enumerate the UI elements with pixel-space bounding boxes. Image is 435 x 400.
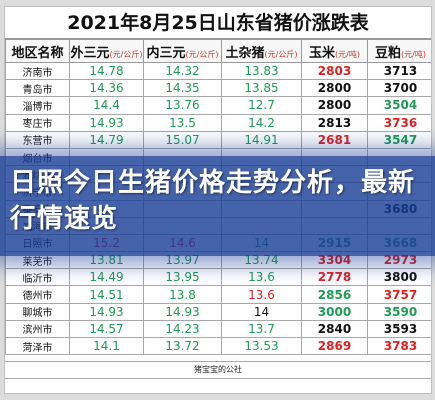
header-corn: 玉米(元/吨) xyxy=(301,39,368,63)
region-cell: 聊城市 xyxy=(5,302,70,321)
price-cell: 13.83 xyxy=(221,61,302,81)
sheet-footer: 猪宝宝的公社 xyxy=(5,361,431,379)
price-cell: 14.35 xyxy=(143,79,222,98)
price-cell: 13.95 xyxy=(143,268,222,287)
header-nei-san-yuan: 内三元(元/公斤) xyxy=(143,39,222,63)
price-cell: 3700 xyxy=(367,79,431,98)
price-cell: 14.91 xyxy=(221,130,302,149)
price-cell: 2778 xyxy=(301,268,368,287)
price-cell: 3547 xyxy=(367,130,431,149)
price-cell: 14.36 xyxy=(69,79,144,98)
price-cell: 13.5 xyxy=(143,113,222,132)
price-cell: 14.57 xyxy=(69,319,144,339)
table-row: 东营市 14.79 15.07 14.91 2681 3547 xyxy=(5,130,431,149)
price-cell: 14.32 xyxy=(143,61,222,81)
price-cell: 2681 xyxy=(301,130,368,149)
price-cell: 14.93 xyxy=(69,302,144,321)
price-cell: 14.49 xyxy=(69,268,144,287)
price-cell: 14.51 xyxy=(69,285,144,304)
table-row: 淄博市 14.4 13.76 12.7 2800 3504 xyxy=(5,96,431,115)
region-cell: 东营市 xyxy=(5,130,70,149)
region-cell: 济南市 xyxy=(5,61,70,81)
price-cell: 12.7 xyxy=(221,96,302,115)
price-cell: 3593 xyxy=(367,319,431,339)
table-row: 滨州市 14.57 14.23 13.7 2840 3593 xyxy=(5,319,431,339)
price-cell: 2869 xyxy=(301,336,368,356)
price-cell: 13.53 xyxy=(221,336,302,356)
header-wai-san-yuan: 外三元(元/公斤) xyxy=(69,39,144,63)
table-row: 德州市 14.51 13.8 13.6 2856 3757 xyxy=(5,285,431,304)
price-cell: 2813 xyxy=(301,113,368,132)
price-cell: 3590 xyxy=(367,302,431,321)
header-soybean-meal: 豆粕(元/吨) xyxy=(367,39,431,63)
price-cell: 3504 xyxy=(367,96,431,115)
price-cell: 14.93 xyxy=(143,302,222,321)
region-cell: 枣庄市 xyxy=(5,113,70,132)
price-cell: 3783 xyxy=(367,336,431,356)
price-cell: 2800 xyxy=(301,79,368,98)
price-cell: 3713 xyxy=(367,61,431,81)
region-cell: 临沂市 xyxy=(5,268,70,287)
headline-banner xyxy=(0,156,435,256)
price-cell: 13.7 xyxy=(221,319,302,339)
price-cell: 14.1 xyxy=(69,336,144,356)
price-cell: 14.79 xyxy=(69,130,144,149)
price-cell: 13.8 xyxy=(143,285,222,304)
price-cell: 14.23 xyxy=(143,319,222,339)
price-cell: 13.76 xyxy=(143,96,222,115)
price-cell: 13.72 xyxy=(143,336,222,356)
price-cell: 3736 xyxy=(367,113,431,132)
price-cell: 15.07 xyxy=(143,130,222,149)
price-cell: 2856 xyxy=(301,285,368,304)
price-cell: 13.6 xyxy=(221,285,302,304)
price-cell: 13.85 xyxy=(221,79,302,98)
table-row: 枣庄市 14.93 13.5 14.2 2813 3736 xyxy=(5,113,431,132)
header-region: 地区名称 xyxy=(5,39,70,63)
table-row: 聊城市 14.93 14.93 14 3000 3590 xyxy=(5,302,431,321)
region-cell: 菏泽市 xyxy=(5,336,70,356)
table-row: 临沂市 14.49 13.95 13.6 2778 3800 xyxy=(5,268,431,287)
region-cell: 青岛市 xyxy=(5,79,70,98)
table-row: 济南市 14.78 14.32 13.83 2803 3713 xyxy=(5,61,431,81)
table-row: 青岛市 14.36 14.35 13.85 2800 3700 xyxy=(5,79,431,98)
price-cell: 2800 xyxy=(301,96,368,115)
header-row: 地区名称 外三元(元/公斤) 内三元(元/公斤) 土杂猪(元/公斤) 玉米(元/… xyxy=(5,39,431,63)
price-cell: 3000 xyxy=(301,302,368,321)
table-title: 2021年8月25日山东省猪价涨跌表 xyxy=(5,7,431,39)
region-cell: 淄博市 xyxy=(5,96,70,115)
region-cell: 德州市 xyxy=(5,285,70,304)
price-cell: 2803 xyxy=(301,61,368,81)
price-cell: 14.93 xyxy=(69,113,144,132)
price-cell: 14 xyxy=(221,302,302,321)
price-cell: 14.2 xyxy=(221,113,302,132)
table-row: 菏泽市 14.1 13.72 13.53 2869 3783 xyxy=(5,336,431,356)
price-cell: 3757 xyxy=(367,285,431,304)
region-cell: 滨州市 xyxy=(5,319,70,339)
price-cell: 14.78 xyxy=(69,61,144,81)
price-cell: 2840 xyxy=(301,319,368,339)
price-cell: 13.6 xyxy=(221,268,302,287)
price-cell: 3800 xyxy=(367,268,431,287)
headline-text: 日照今日生猪价格走势分析，最新行情速览 xyxy=(10,168,416,234)
price-cell: 14.4 xyxy=(69,96,144,115)
header-tu-za-zhu: 土杂猪(元/公斤) xyxy=(221,39,302,63)
